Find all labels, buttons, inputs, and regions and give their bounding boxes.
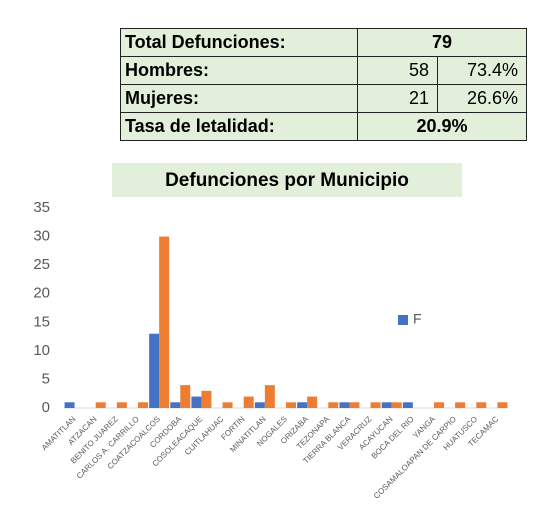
cell: 79 (357, 28, 527, 57)
y-tick-label: 25 (33, 256, 50, 273)
bar (286, 402, 296, 408)
cell: 73.4% (437, 56, 527, 85)
table-row: Total Defunciones: 79 (120, 28, 527, 57)
cell: 20.9% (357, 112, 527, 141)
bar (201, 390, 212, 408)
bar (138, 402, 148, 408)
cell: Tasa de letalidad: (120, 112, 358, 141)
bar (116, 402, 127, 408)
bar (339, 402, 350, 408)
bar (370, 402, 381, 408)
bar (64, 402, 75, 408)
bar (402, 402, 413, 408)
bar (434, 402, 444, 408)
chart: Defunciones por Municipio 0 5 10 15 20 25 30 35… (33, 163, 508, 501)
bar (264, 385, 275, 408)
bar (222, 402, 233, 408)
bar (307, 396, 318, 408)
bar (455, 402, 466, 408)
table-row: Mujeres: 21 26.6% (120, 84, 527, 113)
y-tick-label: 35 (33, 199, 50, 216)
title-box (112, 163, 462, 197)
bar (191, 396, 202, 408)
bar (254, 402, 265, 408)
bar (476, 402, 487, 408)
bar (297, 402, 308, 408)
cell: Hombres: (120, 56, 358, 85)
bar (159, 236, 170, 408)
bar (328, 402, 339, 408)
bar (95, 402, 106, 408)
y-tick-label: 5 (42, 370, 50, 387)
table-row: Tasa de letalidad: 20.9% (120, 112, 527, 141)
y-tick-label: 0 (42, 399, 50, 416)
y-tick-label: 10 (33, 342, 50, 359)
cell: 26.6% (437, 84, 527, 113)
bar (180, 385, 191, 408)
y-tick-label: 30 (33, 228, 50, 245)
cell: 21 (357, 84, 438, 113)
legend-label: F (413, 311, 422, 327)
chart-title: Defunciones por Municipio (165, 170, 409, 191)
bar (381, 402, 392, 408)
bar (243, 396, 254, 408)
bar (391, 402, 402, 408)
y-tick-label: 20 (33, 285, 50, 302)
cell: 58 (357, 56, 438, 85)
y-tick-label: 15 (33, 313, 50, 330)
table-row: Hombres: 58 73.4% (120, 56, 527, 85)
summary-table: Total Defunciones: 79 Hombres: 58 73.4% … (120, 28, 527, 141)
bar (497, 402, 508, 408)
bar (149, 333, 160, 408)
bar (349, 402, 360, 408)
bar (170, 402, 181, 408)
cell: Total Defunciones: (120, 28, 358, 57)
cell: Mujeres: (120, 84, 358, 113)
legend-swatch (398, 315, 408, 325)
